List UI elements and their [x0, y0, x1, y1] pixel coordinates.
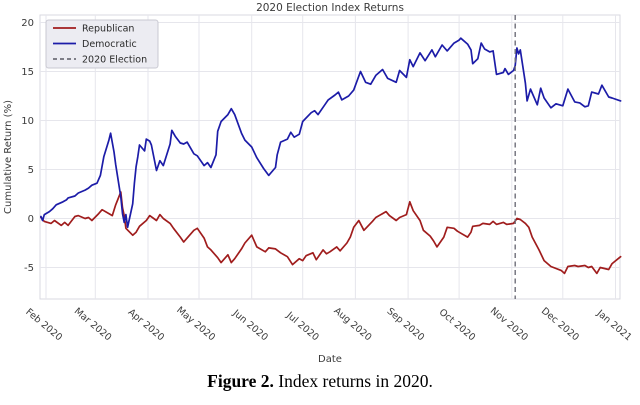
y-tick-label: 5 — [28, 165, 34, 176]
figure-caption: Figure 2. Index returns in 2020. — [0, 371, 640, 392]
democratic-line — [40, 37, 622, 229]
data-series — [40, 37, 622, 275]
legend-label: Democratic — [82, 39, 137, 50]
x-tick-label: Aug 2020 — [331, 305, 373, 343]
legend-label: Republican — [82, 24, 134, 35]
y-tick-label: 10 — [21, 116, 34, 127]
x-tick-label: Jan 2021 — [594, 307, 634, 343]
chart-figure: 20 15 10 5 0 -5 Feb 2020 Mar 2020 Apr 2020 May 20… — [3, 2, 634, 365]
x-tick-label: Apr 2020 — [126, 307, 167, 343]
figure-caption-text: Index returns in 2020. — [273, 371, 433, 391]
x-axis-label: Date — [318, 354, 342, 365]
x-tick-label: Oct 2020 — [437, 307, 477, 343]
y-axis-label: Cumulative Return (%) — [3, 100, 14, 214]
x-tick-label: Jun 2020 — [230, 307, 270, 343]
y-tick-label: 0 — [28, 214, 34, 225]
legend-box — [45, 19, 159, 69]
y-tick-label: 20 — [21, 18, 34, 29]
chart-title: 2020 Election Index Returns — [256, 2, 404, 14]
legend-label: 2020 Election — [82, 55, 147, 66]
x-tick-label: Mar 2020 — [72, 306, 114, 343]
republican-line — [40, 191, 622, 275]
y-tick-label: 15 — [21, 67, 34, 78]
x-tick-label: Sep 2020 — [385, 306, 427, 343]
legend: Republican Democratic 2020 Election — [45, 19, 159, 69]
x-tick-label: Nov 2020 — [488, 305, 530, 343]
figure-caption-label: Figure 2. — [207, 371, 274, 391]
x-tick-label: May 2020 — [174, 305, 217, 344]
x-tick-label: Feb 2020 — [23, 307, 64, 344]
x-tick-label: Dec 2020 — [539, 306, 581, 344]
x-tick-label: Jul 2020 — [283, 309, 320, 343]
y-tick-label: -5 — [24, 263, 34, 274]
